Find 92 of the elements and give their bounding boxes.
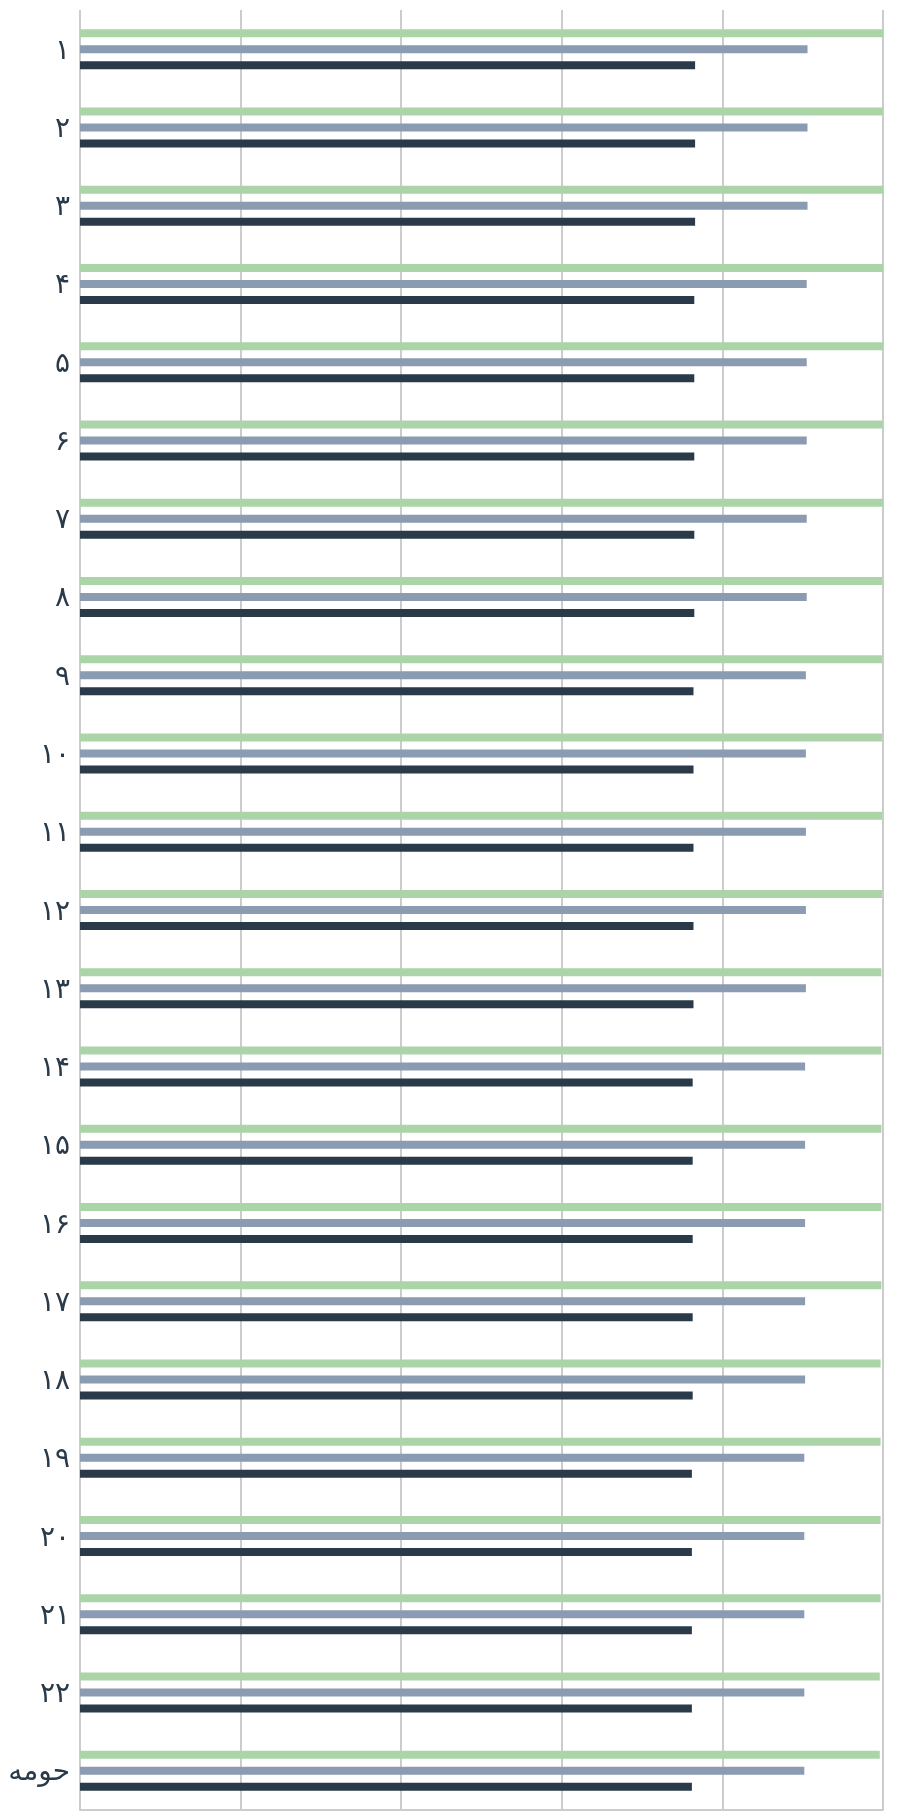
bar (80, 530, 695, 539)
y-tick-label: ۱ (54, 32, 70, 66)
bar (80, 1453, 805, 1462)
bar (80, 1156, 693, 1165)
bar (80, 1124, 882, 1133)
y-tick-label: ۷ (54, 502, 70, 536)
y-tick-label: ۱۴ (39, 1050, 70, 1084)
y-tick-label: ۴ (54, 267, 70, 301)
bar (80, 576, 883, 585)
y-tick-label: ۲۱ (39, 1597, 70, 1631)
bar (80, 107, 883, 116)
bar (80, 984, 806, 993)
bar (80, 1750, 880, 1759)
bar (80, 906, 806, 914)
bar (80, 295, 695, 304)
bar (80, 1437, 881, 1446)
bar (80, 514, 807, 523)
bar (80, 61, 696, 70)
bar (80, 890, 883, 898)
bar (80, 1375, 806, 1384)
bar (80, 342, 883, 351)
bar (80, 1297, 806, 1306)
y-tick-label: ۱۰ (39, 736, 70, 770)
bar (80, 749, 806, 758)
bar (80, 201, 808, 210)
bar (80, 1516, 881, 1525)
bar (80, 452, 695, 461)
bar (80, 45, 808, 54)
bar (80, 733, 883, 742)
bar (80, 1140, 806, 1149)
bar (80, 1594, 881, 1603)
y-tick-label: ۱۲ (39, 893, 70, 927)
bar (80, 1078, 693, 1087)
y-tick-label: ۸ (54, 580, 70, 614)
bar (80, 498, 883, 507)
bar (80, 123, 808, 132)
bar (80, 922, 694, 930)
bar (80, 827, 806, 836)
y-tick-label: حومه (8, 1754, 70, 1788)
bar (80, 1688, 805, 1697)
bar (80, 765, 694, 774)
bar (80, 811, 883, 820)
bar (80, 217, 696, 226)
bar (80, 1532, 805, 1541)
bar (80, 1469, 692, 1478)
bar (80, 687, 694, 696)
y-tick-label: ۱۸ (39, 1363, 70, 1397)
y-tick-label: ۱۹ (39, 1441, 70, 1475)
bar (80, 1782, 692, 1791)
y-tick-label: ۹ (54, 658, 70, 692)
bar (80, 1766, 805, 1775)
bar (80, 1000, 694, 1009)
bar (80, 1704, 692, 1713)
bar (80, 1626, 692, 1635)
y-tick-label: ۱۶ (39, 1206, 70, 1240)
y-tick-label: ۲۲ (39, 1676, 70, 1710)
bar (80, 139, 696, 148)
bar (80, 1391, 693, 1400)
bar (80, 374, 695, 383)
y-tick-label: ۱۵ (39, 1128, 70, 1162)
bar (80, 655, 883, 664)
y-tick-label: ۳ (54, 189, 70, 223)
bar (80, 1313, 693, 1322)
bar (80, 263, 883, 272)
y-tick-label: ۶ (54, 423, 70, 457)
bar (80, 1062, 806, 1071)
bar (80, 1610, 805, 1619)
y-tick-label: ۱۳ (39, 971, 70, 1005)
bar (80, 1359, 881, 1368)
bar (80, 1046, 882, 1055)
bar (80, 1219, 806, 1228)
bar (80, 1672, 880, 1681)
bar (80, 671, 806, 680)
y-tick-label: ۵ (54, 345, 70, 379)
bar (80, 1235, 693, 1244)
bar (80, 29, 883, 38)
bar (80, 358, 807, 367)
y-tick-label: ۲ (54, 110, 70, 144)
bar (80, 1548, 692, 1557)
bar (80, 1203, 882, 1212)
bar (80, 592, 807, 601)
bar (80, 608, 695, 617)
bar (80, 968, 882, 977)
y-tick-label: ۱۷ (39, 1284, 70, 1318)
bar (80, 279, 807, 288)
y-tick-label: ۲۰ (39, 1519, 70, 1553)
bar (80, 185, 883, 194)
bar (80, 1281, 882, 1290)
y-tick-label: ۱۱ (39, 815, 70, 849)
bar (80, 843, 694, 852)
bar (80, 436, 807, 445)
bar (80, 420, 883, 429)
